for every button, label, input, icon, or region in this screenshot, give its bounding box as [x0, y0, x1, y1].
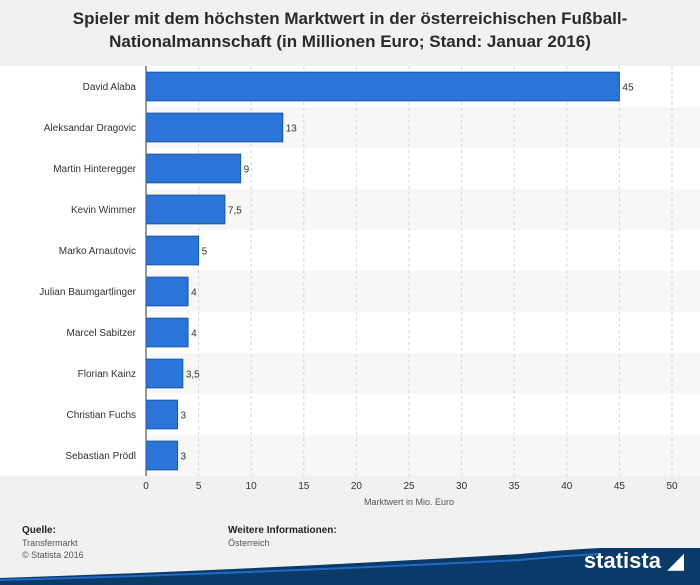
value-label: 3: [181, 452, 187, 463]
bar: [145, 399, 179, 430]
row-band: [146, 189, 700, 230]
category-label: Julian Baumgartlinger: [39, 287, 136, 298]
x-tick-label: 45: [614, 481, 626, 492]
category-label: Marcel Sabitzer: [67, 328, 137, 339]
category-label: Aleksandar Dragovic: [44, 123, 136, 134]
x-tick-label: 5: [196, 481, 202, 492]
value-label: 45: [622, 83, 634, 94]
info-block: Weitere Informationen: Österreich: [228, 525, 337, 549]
x-tick-label: 25: [403, 481, 415, 492]
bar: [145, 317, 189, 348]
info-line-1: Österreich: [228, 538, 270, 548]
source-block: Quelle: Transfermarkt © Statista 2016: [22, 525, 84, 561]
source-line-2: © Statista 2016: [22, 550, 84, 560]
x-tick-label: 50: [666, 481, 678, 492]
x-axis-title: Marktwert in Mio. Euro: [364, 497, 454, 507]
brand-wave: [0, 548, 700, 585]
value-label: 9: [244, 165, 250, 176]
value-label: 4: [191, 288, 197, 299]
category-label: Kevin Wimmer: [71, 205, 137, 216]
row-band: [146, 435, 700, 476]
x-tick-label: 40: [561, 481, 573, 492]
value-label: 7,5: [228, 206, 242, 217]
bar: [145, 112, 284, 143]
source-heading: Quelle:: [22, 525, 56, 536]
category-label: David Alaba: [83, 82, 137, 93]
bar: [145, 235, 200, 266]
bar: [145, 71, 620, 102]
category-label: Marko Arnautovic: [59, 246, 136, 257]
value-label: 3,5: [186, 370, 200, 381]
bar: [145, 194, 226, 225]
chart-title: Spieler mit dem höchsten Marktwert in de…: [72, 9, 628, 51]
x-tick-label: 10: [246, 481, 258, 492]
x-tick-label: 20: [351, 481, 363, 492]
info-heading: Weitere Informationen:: [228, 525, 337, 536]
logo-arrow-icon: ◢: [667, 548, 684, 573]
x-tick-label: 15: [298, 481, 310, 492]
brand-name: statista: [583, 548, 661, 573]
source-line-1: Transfermarkt: [22, 538, 78, 548]
category-label: Florian Kainz: [78, 369, 136, 380]
x-tick-label: 0: [143, 481, 149, 492]
value-label: 5: [202, 247, 208, 258]
x-tick-label: 35: [509, 481, 521, 492]
bar: [145, 440, 179, 471]
x-tick-label: 30: [456, 481, 468, 492]
category-label: Martin Hinteregger: [53, 164, 136, 175]
value-label: 13: [286, 124, 298, 135]
category-label: Christian Fuchs: [67, 410, 136, 421]
row-band: [146, 271, 700, 312]
statista-logo[interactable]: statista ◢: [584, 548, 684, 574]
row-band: [146, 353, 700, 394]
value-label: 3: [181, 411, 187, 422]
bar: [145, 276, 189, 307]
value-label: 4: [191, 329, 197, 340]
bar: [145, 153, 242, 184]
bar: [145, 358, 184, 389]
category-label: Sebastian Prödl: [65, 451, 136, 462]
